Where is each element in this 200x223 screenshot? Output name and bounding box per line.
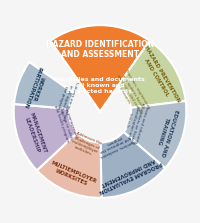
- Text: Monitors, evaluates,
and improves the
program.: Monitors, evaluates, and improves the pr…: [95, 130, 136, 159]
- Text: EDUCATION AND
TRAINING: EDUCATION AND TRAINING: [154, 107, 178, 157]
- Wedge shape: [118, 41, 186, 108]
- Wedge shape: [37, 133, 102, 198]
- Wedge shape: [50, 25, 150, 112]
- Circle shape: [99, 111, 101, 112]
- Text: MULTIEMPLOYER
WORKSITES: MULTIEMPLOYER WORKSITES: [48, 161, 98, 190]
- Text: MANAGEMENT
LEADERSHIP: MANAGEMENT LEADERSHIP: [23, 112, 47, 156]
- Text: Trains and educates
all workers on hazard
identification and
controls.: Trains and educates all workers on hazar…: [120, 99, 149, 145]
- Text: Identifies and documents
all known and
suspected hazards.: Identifies and documents all known and s…: [55, 77, 145, 94]
- Text: Addresses the
challenges of
multiemployer
worksites.: Addresses the challenges of multiemploye…: [69, 131, 103, 159]
- Wedge shape: [101, 132, 165, 198]
- Text: PROGRAM EVALUATION
AND IMPROVEMENT: PROGRAM EVALUATION AND IMPROVEMENT: [96, 155, 163, 194]
- Text: Promotes, implements,
and updates hazard
prevention and control
measures.: Promotes, implements, and updates hazard…: [112, 69, 150, 117]
- Wedge shape: [14, 62, 75, 109]
- Text: HAZARD IDENTIFICATION
AND ASSESSMENT: HAZARD IDENTIFICATION AND ASSESSMENT: [46, 40, 154, 59]
- Wedge shape: [123, 101, 186, 168]
- Text: Top management
commits to safety
and health program.: Top management commits to safety and hea…: [53, 102, 79, 145]
- Wedge shape: [14, 104, 77, 170]
- Text: HAZARD PREVENTION
AND CONTROL: HAZARD PREVENTION AND CONTROL: [138, 45, 181, 107]
- Text: Workers are involved
in all aspects of
the program.: Workers are involved in all aspects of t…: [53, 77, 79, 121]
- Text: WORKER
PARTICIPATION: WORKER PARTICIPATION: [22, 65, 48, 110]
